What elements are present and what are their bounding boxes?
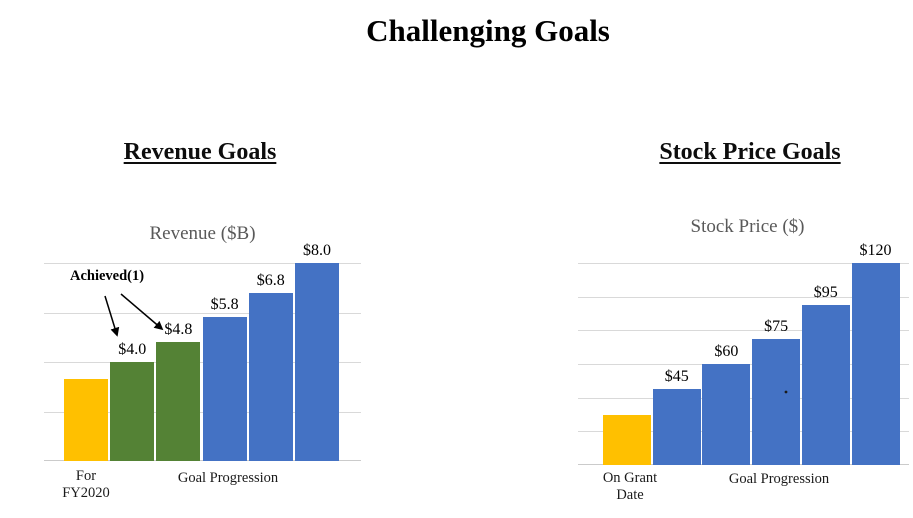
stock-price-goals-heading: Stock Price Goals bbox=[659, 139, 841, 165]
goal-bar bbox=[652, 389, 701, 465]
bar-value-label: $4.8 bbox=[164, 321, 193, 339]
goal-bar bbox=[110, 362, 155, 461]
x-label-goal-progression-stock: Goal Progression bbox=[728, 471, 830, 487]
bar-value-label: $4.0 bbox=[118, 341, 147, 358]
revenue-chart-plot: $4.0 $4.8 $5.8 $6.8 $8.0 bbox=[44, 242, 361, 461]
baseline-bar bbox=[64, 379, 108, 461]
bar-value-label: $6.8 bbox=[256, 271, 285, 289]
gridline bbox=[578, 296, 909, 298]
x-label-on-grant-date: On Grant Date bbox=[602, 470, 658, 503]
stock-price-chart-plot: $45 $60 $75 $95 $120 bbox=[578, 242, 909, 465]
bar-value-label: $5.8 bbox=[210, 296, 239, 314]
goal-bar bbox=[851, 263, 900, 465]
baseline-bar bbox=[603, 414, 651, 465]
x-label-for-fy2020: For FY2020 bbox=[62, 468, 110, 501]
revenue-chart-title: Revenue ($B) bbox=[149, 223, 256, 244]
gridline bbox=[44, 312, 361, 314]
bar-value-label: $95 bbox=[813, 284, 838, 302]
bar-value-label: $75 bbox=[764, 317, 789, 335]
x-label-goal-progression-revenue: Goal Progression bbox=[177, 470, 279, 486]
achieved-annotation: Achieved(1) bbox=[70, 268, 145, 284]
goal-bar bbox=[702, 364, 751, 465]
gridline bbox=[44, 263, 361, 264]
stock-price-chart-title: Stock Price ($) bbox=[690, 216, 805, 237]
revenue-goals-heading: Revenue Goals bbox=[123, 139, 277, 165]
gridline bbox=[578, 263, 909, 264]
bar-value-label: $60 bbox=[714, 343, 739, 360]
goal-bar bbox=[752, 338, 801, 465]
goal-bar bbox=[801, 305, 850, 465]
gridline bbox=[44, 362, 361, 363]
goal-bar bbox=[295, 263, 339, 461]
gridline bbox=[44, 411, 361, 413]
bar-value-label: $8.0 bbox=[303, 242, 331, 259]
gridline bbox=[578, 330, 909, 332]
bar-value-label: $45 bbox=[664, 368, 689, 386]
x-axis-line bbox=[44, 460, 361, 461]
goal-bar bbox=[156, 342, 201, 461]
goal-bar bbox=[248, 292, 293, 461]
goal-bar bbox=[202, 317, 247, 461]
page-title: Challenging Goals bbox=[366, 13, 610, 48]
bar-value-label: $120 bbox=[859, 242, 892, 259]
